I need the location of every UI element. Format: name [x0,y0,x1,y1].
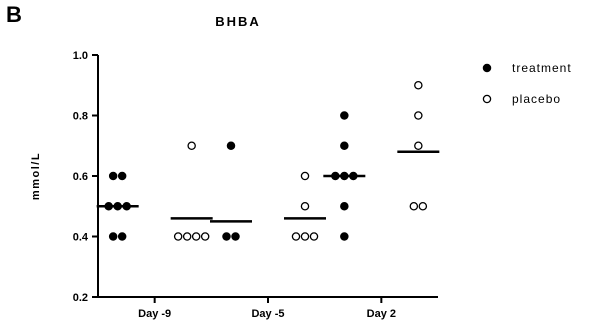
treatment-point [340,141,349,150]
y-axis-label: mmol/L [30,152,42,200]
treatment-point [108,232,118,241]
y-tick-label: 1.0 [73,50,88,62]
treatment-point [117,171,127,181]
y-tick-label: 0.2 [73,292,88,304]
placebo-point [187,141,196,150]
placebo-point [291,232,301,241]
y-tick-label: 0.8 [73,111,88,123]
placebo-point [409,201,419,211]
treatment-point [231,232,240,241]
placebo-point [200,232,210,241]
treatment-point [108,171,118,181]
chart-title: BHBA [215,14,261,29]
x-tick-label: Day 2 [367,308,396,320]
treatment-point [226,141,236,150]
legend-label-treatment: treatment [512,61,572,75]
placebo-point [300,171,310,181]
panel-label: B [6,2,22,27]
x-tick-label: Day -5 [251,308,284,320]
treatment-point [340,232,349,241]
series-placebo [170,81,440,241]
treatment-point [222,232,231,241]
placebo-point [173,232,183,241]
placebo-point [300,201,310,211]
y-tick-label: 0.4 [73,232,89,244]
series-treatment [96,111,366,241]
x-tick-label: Day -9 [138,308,171,320]
legend-marker-treatment [482,63,492,73]
treatment-point [340,111,349,120]
placebo-point [191,232,201,241]
treatment-point [340,201,349,211]
y-tick-label: 0.6 [73,171,88,183]
legend-marker-placebo [482,94,492,104]
placebo-point [414,111,423,120]
axes: 0.2 0.4 0.6 0.8 1.0 Day -9 Day -5 Day 2 [73,50,438,320]
treatment-point [117,232,127,241]
data-marks [96,81,440,241]
placebo-point [418,201,428,211]
placebo-point [309,232,319,241]
placebo-point [300,232,310,241]
legend: treatment placebo [482,61,572,106]
placebo-point [182,232,192,241]
placebo-point [414,141,423,150]
placebo-point [414,81,423,90]
legend-label-placebo: placebo [512,92,561,106]
